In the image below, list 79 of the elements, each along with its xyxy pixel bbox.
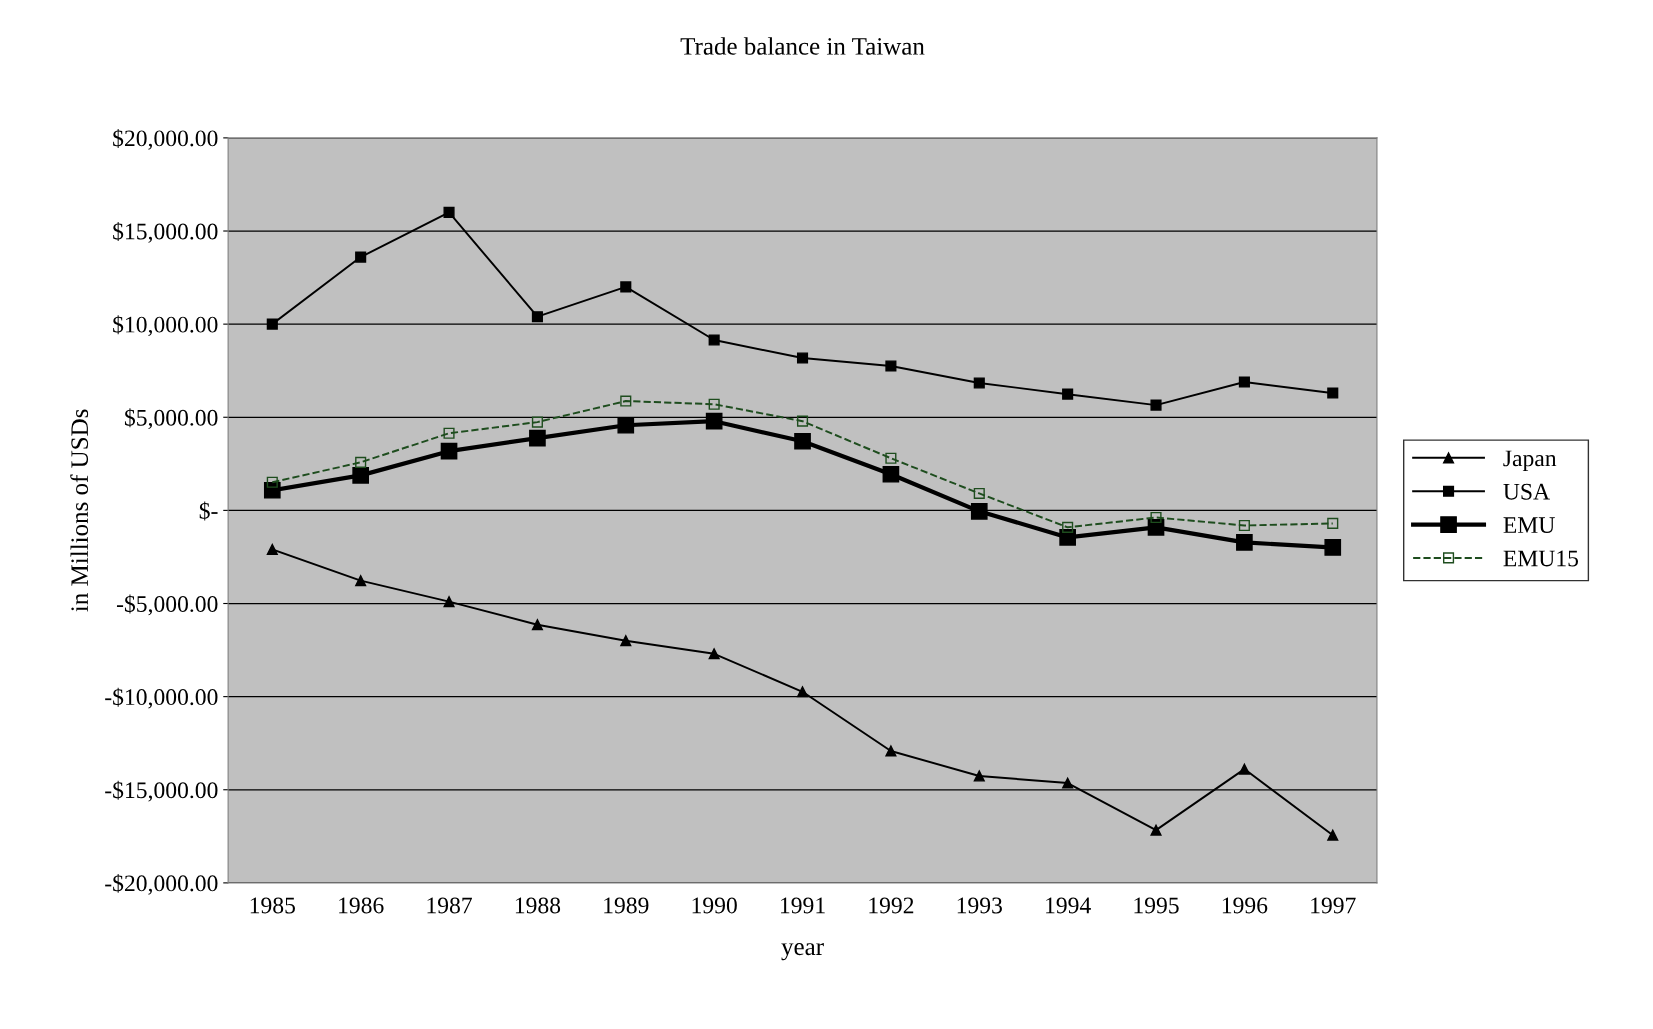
point (1062, 521, 1074, 533)
point (531, 416, 543, 428)
point (794, 432, 811, 450)
legend-label: USA (1503, 483, 1550, 500)
point (440, 442, 458, 460)
point (531, 311, 543, 323)
point (1150, 399, 1162, 411)
point (885, 452, 897, 464)
point (1238, 376, 1250, 388)
point (708, 648, 720, 660)
point (355, 456, 367, 468)
point (443, 427, 455, 439)
point (266, 543, 278, 556)
point (266, 318, 278, 330)
legend-label: Japan (1503, 450, 1557, 472)
x-tick-label: 1989 (604, 897, 649, 914)
point (973, 487, 985, 499)
point (796, 686, 809, 698)
point (973, 770, 985, 782)
point (352, 467, 370, 484)
x-tick-label: 1990 (692, 897, 737, 914)
x-tick-label: 1996 (1222, 897, 1268, 914)
point (885, 745, 897, 757)
legend-label: EMU (1503, 517, 1555, 534)
point (529, 429, 546, 447)
point (266, 476, 278, 488)
point (443, 206, 455, 218)
point (620, 281, 632, 293)
chart-title: Trade balance in Taiwan (680, 37, 925, 55)
point (1327, 387, 1339, 399)
point (1238, 519, 1250, 532)
legend-label: EMU15 (1503, 550, 1579, 567)
point (531, 619, 543, 631)
point (1062, 388, 1074, 400)
y-tick-label: $5,000.00 (124, 408, 218, 430)
x-tick-label: 1986 (339, 897, 384, 914)
point (355, 251, 367, 263)
point (796, 352, 809, 364)
point (1327, 829, 1339, 841)
x-tick-label: 1991 (781, 897, 825, 914)
point (1324, 539, 1342, 556)
x-tick-label: 1988 (515, 897, 561, 914)
point (796, 415, 809, 427)
point (355, 575, 367, 587)
x-tick-label: 1997 (1311, 897, 1356, 914)
x-axis-title: year (781, 943, 824, 961)
point (882, 465, 900, 483)
point (708, 398, 720, 410)
point (708, 334, 720, 346)
x-tick-label: 1993 (957, 897, 1002, 914)
y-tick-label: $- (199, 501, 218, 521)
point (1236, 534, 1253, 551)
point (1147, 518, 1165, 536)
x-tick-label: 1985 (250, 897, 295, 914)
y-tick-label: $20,000.00 (113, 128, 218, 150)
x-tick-label: 1995 (1134, 897, 1179, 914)
y-tick-label: -$5,000.00 (116, 594, 218, 616)
y-tick-label: $10,000.00 (113, 315, 218, 336)
x-tick-label: 1994 (1046, 897, 1091, 914)
point (443, 596, 455, 608)
point (617, 416, 635, 434)
point (620, 395, 632, 407)
point (1238, 763, 1250, 775)
y-axis-title: in Millions of USDs (70, 409, 89, 612)
point (1150, 511, 1162, 524)
point (885, 360, 897, 372)
point (705, 412, 723, 430)
y-tick-label: -$20,000.00 (105, 873, 218, 895)
y-tick-label: $15,000.00 (113, 222, 218, 243)
point (973, 377, 985, 389)
point (1062, 777, 1074, 789)
y-tick-label: -$10,000.00 (105, 687, 218, 709)
point (620, 635, 632, 647)
x-tick-label: 1987 (427, 897, 472, 914)
point (1150, 824, 1162, 836)
x-tick-label: 1992 (869, 897, 914, 914)
point (1327, 517, 1339, 529)
point (970, 502, 988, 520)
y-tick-label: -$15,000.00 (105, 780, 218, 802)
